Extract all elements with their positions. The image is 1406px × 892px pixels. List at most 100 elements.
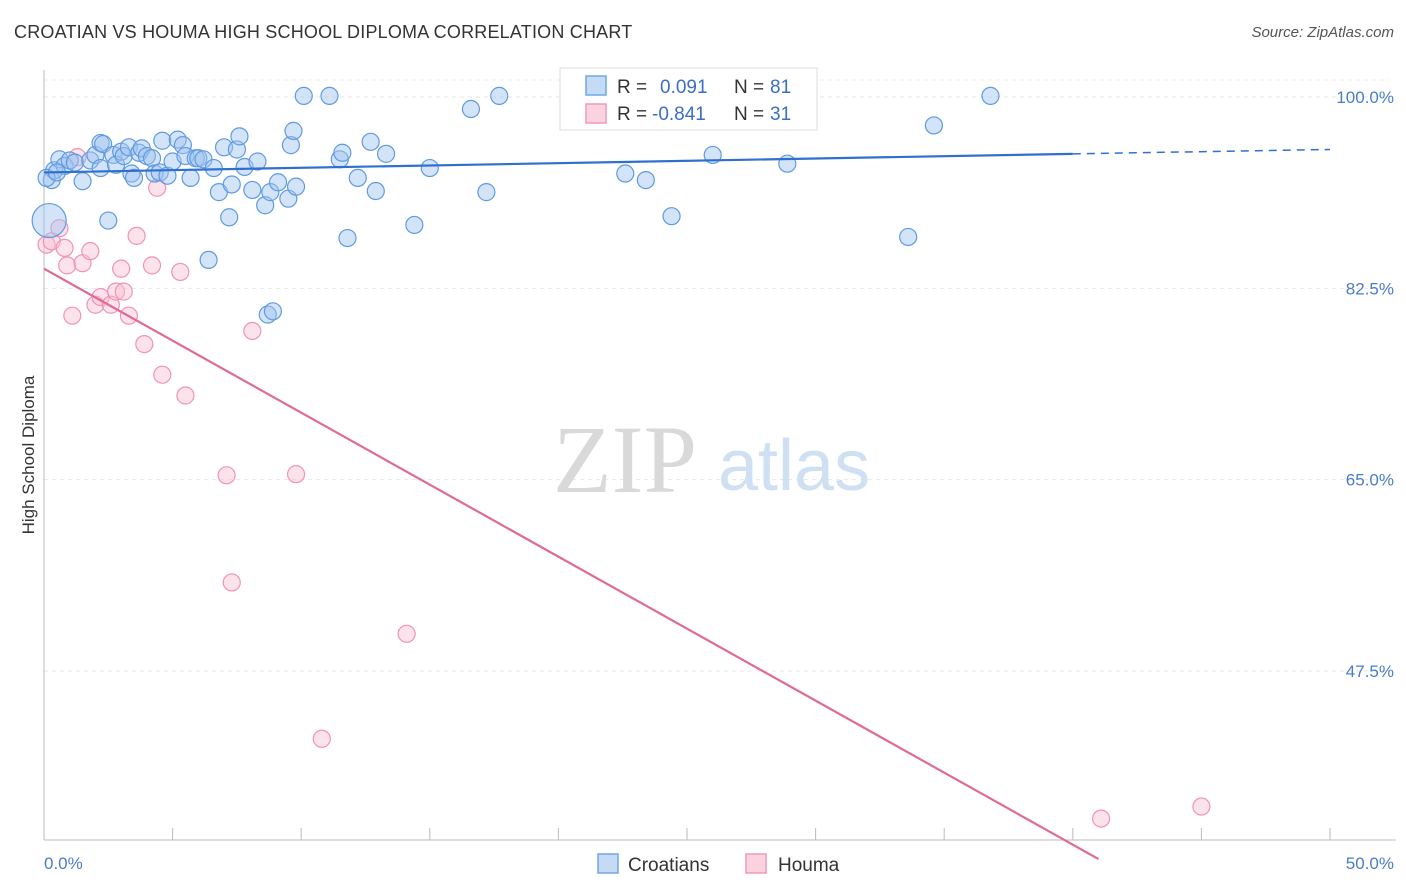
croatians-trend-extension — [1072, 148, 1331, 155]
croatians-point-28 — [158, 166, 177, 185]
houma-point-12 — [106, 282, 126, 301]
houma-swatch — [585, 103, 607, 124]
croatians-n-label: N = — [734, 77, 764, 98]
croatians-point-80 — [263, 302, 283, 321]
x-tick-label-start: 0.0% — [44, 854, 83, 873]
croatians-point-67 — [461, 99, 481, 119]
bottom-legend-houma-swatch — [745, 853, 767, 874]
croatians-point-57 — [320, 86, 339, 106]
x-tick-label-end: 50.0% — [1346, 854, 1394, 873]
houma-point-22 — [176, 386, 195, 405]
croatians-point-76 — [924, 116, 944, 135]
watermark-atlas: atlas — [718, 426, 870, 506]
houma-n-label: N = — [734, 104, 764, 125]
croatians-point-42 — [222, 175, 241, 194]
y-tick-label-2: 82.5% — [1346, 279, 1394, 298]
croatians-point-65 — [405, 215, 424, 235]
bottom-legend: Croatians Houma — [597, 853, 840, 876]
croatians-point-0 — [31, 202, 67, 239]
croatians-point-54 — [284, 121, 303, 140]
houma-point-4 — [58, 256, 77, 275]
croatians-point-6 — [65, 153, 84, 172]
houma-point-23 — [217, 466, 236, 485]
houma-point-19 — [148, 178, 167, 197]
croatians-point-70 — [616, 164, 635, 183]
croatians-points — [31, 86, 1000, 324]
croatians-point-30 — [168, 130, 187, 149]
croatians-point-37 — [199, 250, 218, 270]
croatians-r-value: 0.091 — [660, 77, 708, 98]
croatians-point-68 — [477, 183, 496, 202]
houma-point-5 — [63, 306, 82, 325]
houma-points — [37, 148, 1211, 828]
croatians-point-24 — [142, 149, 162, 168]
houma-n-value: 31 — [770, 104, 791, 125]
croatians-point-62 — [361, 132, 380, 151]
croatians-point-46 — [243, 180, 262, 200]
houma-point-16 — [127, 226, 146, 245]
croatians-point-61 — [348, 168, 367, 188]
croatians-trend-line — [43, 152, 1073, 174]
croatians-point-47 — [248, 152, 267, 171]
croatians-point-8 — [81, 151, 100, 170]
croatians-point-38 — [204, 158, 223, 178]
croatians-point-53 — [281, 136, 301, 155]
croatians-point-10 — [91, 158, 110, 178]
houma-point-2 — [50, 219, 69, 238]
croatians-point-20 — [124, 168, 144, 188]
croatians-point-56 — [294, 86, 313, 106]
croatians-point-7 — [73, 172, 92, 191]
houma-point-20 — [153, 365, 172, 384]
houma-point-26 — [286, 465, 306, 484]
croatians-point-64 — [376, 144, 396, 163]
croatians-point-49 — [258, 305, 277, 324]
houma-point-13 — [112, 259, 131, 278]
watermark: ZIP atlas — [553, 406, 870, 513]
croatians-point-50 — [261, 183, 280, 202]
croatians-point-66 — [420, 158, 439, 178]
y-axis-label: High School Diploma — [19, 375, 38, 534]
houma-point-0 — [37, 235, 56, 254]
houma-r-value: -0.841 — [652, 104, 706, 125]
y-tick-label-3: 100.0% — [1336, 88, 1394, 107]
croatians-point-17 — [114, 146, 133, 166]
croatians-point-75 — [899, 227, 918, 247]
y-tick-label-0: 47.5% — [1346, 662, 1394, 681]
croatians-r-label: R = — [617, 77, 647, 98]
croatians-point-44 — [230, 127, 249, 146]
houma-point-3 — [55, 238, 74, 257]
croatians-point-69 — [490, 86, 509, 106]
chart-title: CROATIAN VS HOUMA HIGH SCHOOL DIPLOMA CO… — [14, 22, 633, 42]
houma-r-label: R = — [617, 104, 647, 125]
bottom-legend-houma: Houma — [778, 855, 840, 876]
houma-point-17 — [135, 334, 154, 354]
croatians-point-31 — [173, 136, 192, 155]
trend-lines — [43, 148, 1331, 861]
croatians-swatch — [585, 75, 607, 96]
houma-point-8 — [81, 242, 100, 261]
y-tick-label-1: 65.0% — [1346, 471, 1394, 490]
watermark-zip: ZIP — [553, 406, 697, 513]
houma-point-25 — [243, 321, 262, 341]
croatians-point-27 — [153, 131, 172, 150]
croatians-point-74 — [778, 154, 797, 173]
croatians-point-72 — [662, 207, 681, 226]
croatians-point-77 — [981, 86, 1000, 106]
houma-point-24 — [222, 573, 241, 592]
croatians-point-13 — [99, 211, 118, 230]
y-tick-labels: 47.5% 65.0% 82.5% 100.0% — [1336, 88, 1394, 681]
houma-point-27 — [312, 729, 331, 748]
houma-point-30 — [1192, 797, 1211, 816]
croatians-point-78 — [37, 168, 56, 188]
axes — [43, 70, 1396, 841]
croatians-point-63 — [366, 181, 385, 201]
croatians-point-60 — [338, 228, 357, 248]
croatians-point-55 — [286, 177, 306, 196]
source-label: Source: ZipAtlas.com — [1251, 24, 1394, 41]
croatians-point-51 — [268, 173, 288, 192]
houma-point-29 — [1091, 809, 1111, 828]
croatians-point-59 — [333, 143, 352, 162]
croatians-point-2 — [45, 161, 64, 180]
houma-point-14 — [114, 282, 133, 301]
